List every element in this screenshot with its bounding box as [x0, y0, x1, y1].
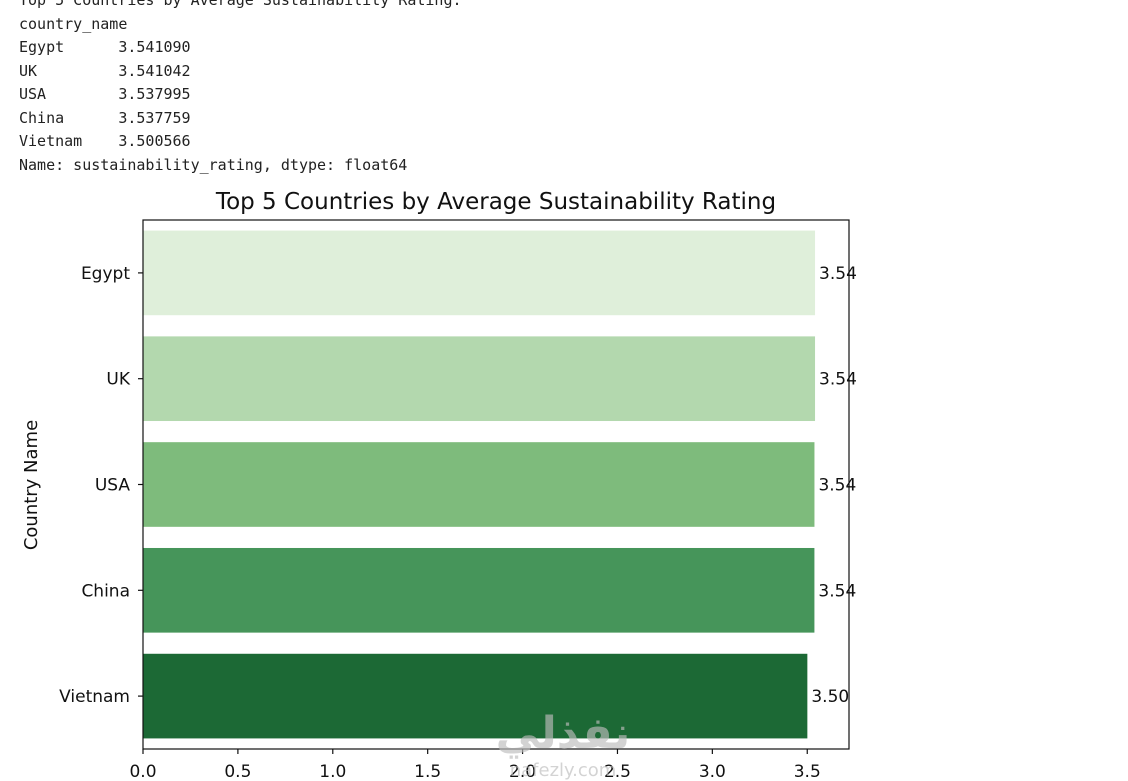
y-axis-label: Country Name: [21, 420, 42, 550]
bars-group: [143, 230, 816, 739]
console-line: Vietnam 3.500566: [19, 132, 191, 150]
console-line: Name: sustainability_rating, dtype: floa…: [19, 155, 408, 174]
x-tick-label: 0.5: [224, 762, 251, 781]
y-tick-label: China: [81, 581, 130, 601]
bar: [143, 653, 808, 739]
data-labels-group: 3.54 3.54 3.54 3.54 3.50: [811, 264, 857, 707]
bar: [143, 230, 816, 316]
y-tick-label: Vietnam: [59, 687, 130, 707]
y-ticks-group: Egypt UK USA China Vietnam: [59, 264, 143, 707]
x-ticks-group: 0.0 0.5 1.0 1.5 2.0 2.5 3.0 3.5: [129, 749, 821, 781]
bar: [143, 547, 815, 633]
watermark: نفذلي nafezly.com: [496, 708, 631, 781]
y-tick-label: UK: [106, 370, 130, 390]
x-tick-label: 2.0: [509, 762, 536, 781]
console-line: UK 3.541042: [19, 61, 191, 80]
data-label: 3.54: [819, 370, 857, 390]
console-output: Top 5 Countries by Average Sustainabilit…: [19, 0, 462, 177]
data-label: 3.54: [819, 264, 857, 284]
x-tick-label: 1.5: [414, 762, 441, 781]
console-line: Top 5 Countries by Average Sustainabilit…: [19, 0, 462, 9]
console-line: USA 3.537995: [19, 85, 191, 103]
watermark-url: nafezly.com: [510, 760, 617, 781]
bar: [143, 442, 815, 527]
x-tick-label: 2.5: [604, 762, 631, 781]
data-label: 3.50: [811, 687, 849, 707]
x-tick-label: 3.5: [794, 762, 821, 781]
y-tick-label: USA: [95, 476, 131, 496]
x-tick-label: 3.0: [699, 762, 726, 781]
bar: [143, 336, 816, 422]
console-line: country_name: [19, 14, 128, 33]
chart-title: Top 5 Countries by Average Sustainabilit…: [215, 189, 776, 215]
data-label: 3.54: [818, 476, 856, 496]
x-tick-label: 1.0: [319, 762, 346, 781]
watermark-logo: نفذلي: [496, 708, 631, 759]
y-tick-label: Egypt: [81, 264, 130, 284]
console-line: Egypt 3.541090: [19, 38, 191, 56]
data-label: 3.54: [818, 581, 856, 601]
console-line: China 3.537759: [19, 108, 191, 127]
x-tick-label: 0.0: [129, 762, 156, 781]
plot-frame: [142, 219, 850, 750]
